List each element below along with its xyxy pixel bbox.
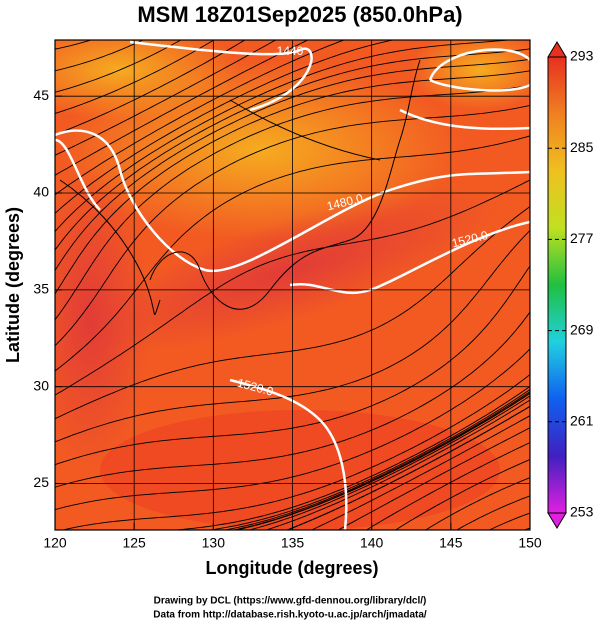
- credit: Drawing by DCL (https://www.gfd-dennou.o…: [154, 596, 427, 607]
- colorbar-tick-label: 253: [570, 504, 594, 520]
- x-tick-label: 150: [518, 535, 542, 551]
- streamlines: [55, 40, 530, 530]
- streamline: [55, 40, 246, 136]
- colorbar-tick-label: 293: [570, 48, 594, 64]
- contour-label: 1440: [277, 44, 304, 58]
- coastline: [149, 59, 421, 310]
- streamline: [247, 395, 530, 530]
- colorbar-arrow: [547, 41, 567, 58]
- warm-patch: [55, 40, 240, 120]
- streamline: [55, 229, 530, 443]
- contour: [289, 220, 530, 295]
- contour: [428, 48, 530, 92]
- streamline: [55, 84, 530, 321]
- contour: [129, 40, 313, 112]
- streamline: [394, 459, 530, 530]
- colorbar-scale: [547, 56, 567, 514]
- streamline: [222, 391, 530, 530]
- streamline: [55, 348, 530, 511]
- warm-patch: [410, 40, 530, 110]
- credit: Data from http://database.rish.kyoto-u.a…: [153, 610, 427, 621]
- x-axis-label: Longitude (degrees): [205, 558, 378, 578]
- streamline: [365, 442, 530, 530]
- streamline: [264, 399, 530, 530]
- x-tick-label: 125: [122, 535, 146, 551]
- streamline: [286, 405, 530, 530]
- x-tick-label: 130: [202, 535, 226, 551]
- contour: [229, 378, 348, 530]
- y-tick-label: 25: [33, 474, 49, 490]
- contour: [55, 129, 530, 273]
- streamline: [337, 427, 530, 530]
- contour: [399, 108, 530, 131]
- streamline: [55, 40, 215, 114]
- x-tick-label: 135: [281, 535, 305, 551]
- map-field: [55, 40, 530, 530]
- y-axis-label: Latitude (degrees): [3, 207, 23, 363]
- streamline: [55, 105, 530, 347]
- colorbar-tick-label: 277: [570, 230, 594, 246]
- x-tick-label: 120: [43, 535, 67, 551]
- hot-patch: [80, 187, 500, 353]
- grid: [55, 40, 530, 530]
- streamline: [55, 40, 309, 176]
- streamline: [55, 70, 530, 295]
- hot-patch: [100, 410, 500, 530]
- contours: [55, 40, 530, 530]
- x-tick-label: 140: [360, 535, 384, 551]
- streamline: [55, 135, 530, 372]
- colorbar-tick-label: 261: [570, 413, 594, 429]
- streamline: [55, 58, 530, 272]
- streamline: [55, 265, 530, 466]
- streamline: [206, 388, 530, 530]
- streamline: [60, 374, 530, 530]
- y-tick-label: 35: [33, 281, 49, 297]
- colorbar-tick-label: 269: [570, 321, 594, 337]
- colorbar-arrow: [547, 512, 567, 529]
- axes: 120 125 130 135 140 145 150 25 30 35 40 45: [33, 87, 541, 551]
- y-tick-label: 30: [33, 377, 49, 393]
- contour: [55, 138, 101, 211]
- streamline: [55, 48, 530, 251]
- streamline: [55, 40, 346, 196]
- coastline: [229, 99, 381, 161]
- streamline: [55, 206, 530, 420]
- streamline: [310, 415, 530, 530]
- streamline: [55, 40, 277, 156]
- y-tick-label: 45: [33, 87, 49, 103]
- y-tick-label: 40: [33, 184, 49, 200]
- coastlines: [59, 59, 421, 315]
- streamline: [55, 179, 530, 396]
- hot-patch: [55, 170, 150, 470]
- colorbar-tick-label: 285: [570, 139, 594, 155]
- chart-title: MSM 18Z01Sep2025 (850.0hPa): [137, 2, 462, 27]
- coastline: [59, 179, 161, 315]
- x-tick-label: 145: [439, 535, 463, 551]
- colorbar: 253 261 269 277 285 293: [547, 41, 594, 529]
- streamline: [55, 40, 513, 233]
- streamline: [424, 477, 530, 530]
